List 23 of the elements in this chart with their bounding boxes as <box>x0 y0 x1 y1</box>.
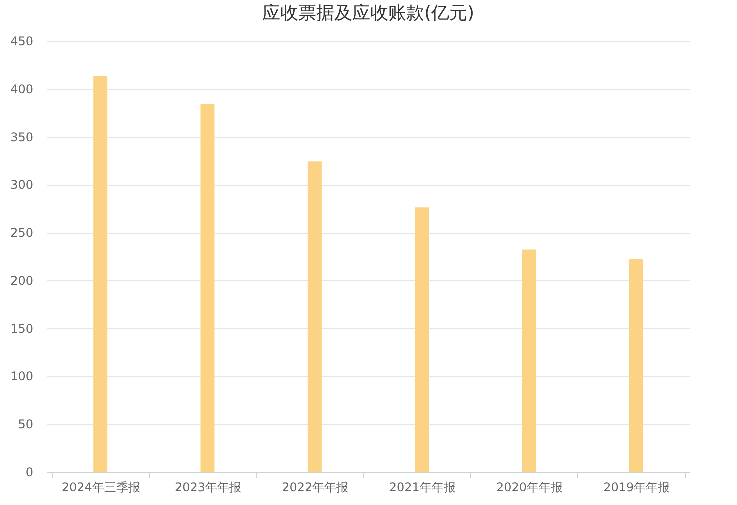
bar <box>415 208 430 472</box>
y-tick-label: 50 <box>18 418 34 432</box>
bar <box>522 250 536 472</box>
x-tick-label: 2021年年报 <box>389 480 456 494</box>
y-tick-label: 250 <box>10 226 34 240</box>
y-tick-label: 200 <box>10 274 34 288</box>
y-tick-label: 100 <box>10 370 34 384</box>
bar <box>308 162 322 472</box>
y-tick-label: 450 <box>10 34 34 48</box>
y-tick-label: 400 <box>10 82 34 96</box>
y-tick-label: 150 <box>10 322 34 336</box>
x-tick-label: 2019年年报 <box>604 480 670 494</box>
x-tick-label: 2020年年报 <box>496 480 564 494</box>
y-tick-label: 0 <box>26 466 34 480</box>
x-tick-label: 2022年年报 <box>282 480 349 494</box>
bar <box>629 259 644 472</box>
x-tick-label: 2024年三季报 <box>62 480 140 494</box>
bar <box>94 76 108 472</box>
y-tick-label: 300 <box>10 178 34 192</box>
x-tick-label: 2023年年报 <box>174 480 242 494</box>
chart-title: 应收票据及应收账款(亿元) <box>262 3 475 24</box>
y-tick-label: 350 <box>10 130 34 144</box>
bar <box>200 104 215 472</box>
